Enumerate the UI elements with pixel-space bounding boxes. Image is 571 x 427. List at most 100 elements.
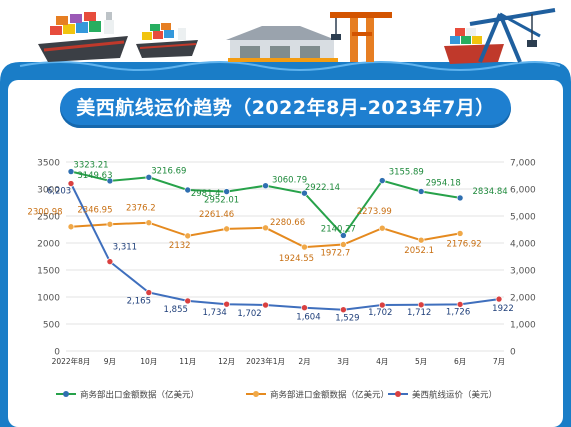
data-label: 1,734 (202, 308, 226, 318)
warehouse-icon (226, 26, 338, 62)
data-label: 1922 (492, 304, 514, 314)
port-crane-icon (330, 12, 392, 62)
data-label: 1972.7 (320, 248, 350, 258)
cargo-ship-small-icon (136, 23, 198, 58)
y-left-tick-label: 1500 (37, 267, 60, 277)
y-right-tick-label: 2,000 (510, 294, 536, 304)
data-point (301, 243, 308, 251)
data-point (262, 301, 269, 309)
data-point (106, 177, 114, 185)
data-point (301, 189, 308, 197)
data-point (262, 182, 269, 190)
data-label: 1,702 (368, 308, 392, 318)
data-label: 2052.1 (404, 246, 434, 256)
x-tick-label: 3月 (337, 357, 349, 366)
x-axis: 2022年8月 9月 10月 11月 12月 2023年1月 2月 3月 4月 5月 6月 7月 (52, 356, 506, 366)
y-right-tick-label: 3,000 (510, 267, 536, 277)
y-left-tick-label: 1000 (37, 294, 60, 304)
y-right-tick-label: 6,000 (510, 186, 536, 196)
left-axis: 0 500 1000 1500 2000 2500 3000 3500 (37, 159, 60, 358)
x-tick-label: 6月 (454, 357, 466, 366)
data-label: 3149.63 (77, 171, 112, 181)
data-point (495, 295, 503, 303)
data-label: 1,855 (164, 305, 188, 315)
data-label: 3155.89 (389, 168, 424, 178)
data-label: 1,604 (296, 313, 320, 323)
legend-label: 商务部进口金额数据（亿美元） (270, 390, 389, 401)
data-point (340, 306, 347, 314)
title-banner (60, 88, 511, 128)
wave-decoration (19, 61, 561, 71)
data-label: 2952.01 (204, 196, 239, 206)
data-label: 2981.4 (191, 189, 221, 199)
data-label: 1,702 (237, 309, 261, 319)
data-point (378, 224, 386, 232)
y-right-tick-label: 7,000 (510, 159, 536, 169)
series-line (70, 183, 500, 311)
x-tick-label: 2023年1月 (246, 356, 285, 366)
y-right-tick-label: 4,000 (510, 240, 536, 250)
legend: 商务部出口金额数据（亿美元） 商务部进口金额数据（亿美元） 美西航线运价（美元） (56, 390, 497, 401)
x-tick-label: 9月 (104, 357, 116, 366)
data-point (223, 300, 230, 308)
data-label: 2376.2 (126, 204, 156, 214)
data-point (262, 224, 269, 232)
data-point (340, 241, 347, 248)
data-point (417, 188, 425, 195)
x-tick-label: 12月 (218, 357, 235, 366)
data-point (223, 188, 230, 195)
data-point (106, 258, 114, 265)
data-point (145, 173, 153, 181)
data-label: 1,529 (335, 314, 359, 324)
data-label: 3323.21 (73, 161, 108, 171)
legend-swatch-marker (395, 391, 401, 397)
data-label: 1,726 (446, 307, 470, 317)
data-point (456, 194, 464, 202)
data-point (184, 232, 192, 240)
x-tick-label: 11月 (179, 357, 196, 366)
data-point (340, 232, 347, 239)
data-point (145, 219, 153, 226)
data-label: 2280.66 (270, 218, 305, 228)
data-label: 2176.92 (447, 239, 482, 249)
data-point (67, 180, 75, 187)
right-axis: 0 1,000 2,000 3,000 4,000 5,000 6,000 7,000 (510, 159, 536, 358)
data-label: 2132 (169, 241, 191, 251)
data-label: 2954.18 (426, 178, 461, 188)
chart-panel (8, 80, 563, 427)
data-label: 2261.46 (199, 210, 234, 220)
y-left-tick-label: 500 (43, 321, 60, 331)
data-label: 1,712 (407, 308, 431, 318)
data-label: 3,311 (113, 243, 137, 253)
data-point (184, 297, 192, 305)
data-point (378, 177, 386, 184)
data-point (417, 236, 425, 244)
x-tick-label: 5月 (415, 357, 427, 366)
x-tick-label: 2月 (298, 357, 310, 366)
data-label: 1924.55 (279, 254, 314, 264)
data-point (184, 186, 192, 194)
data-label: 2,165 (127, 297, 151, 307)
y-right-tick-label: 5,000 (510, 213, 536, 223)
y-left-tick-label: 3000 (37, 186, 60, 196)
cargo-ship-icon (38, 12, 128, 62)
data-point (106, 220, 114, 228)
y-left-tick-label: 2000 (37, 240, 60, 250)
data-label: 2346.95 (77, 205, 112, 215)
x-tick-label: 2022年8月 (52, 356, 91, 366)
data-point (456, 301, 464, 308)
y-right-tick-label: 0 (510, 348, 516, 358)
x-tick-label: 10月 (140, 357, 157, 366)
legend-swatch-marker (253, 391, 259, 397)
data-point (67, 168, 75, 175)
data-label: 2300.98 (27, 208, 62, 218)
chart-title: 美西航线运价趋势（2022年8月-2023年7月） (76, 97, 495, 119)
gantry-crane-icon (469, 8, 556, 63)
data-label: 3216.69 (151, 166, 186, 176)
y-left-tick-label: 3500 (37, 159, 60, 169)
x-tick-label: 7月 (493, 357, 505, 366)
y-right-tick-label: 1,000 (510, 321, 536, 331)
data-label: 3060.79 (272, 176, 307, 186)
